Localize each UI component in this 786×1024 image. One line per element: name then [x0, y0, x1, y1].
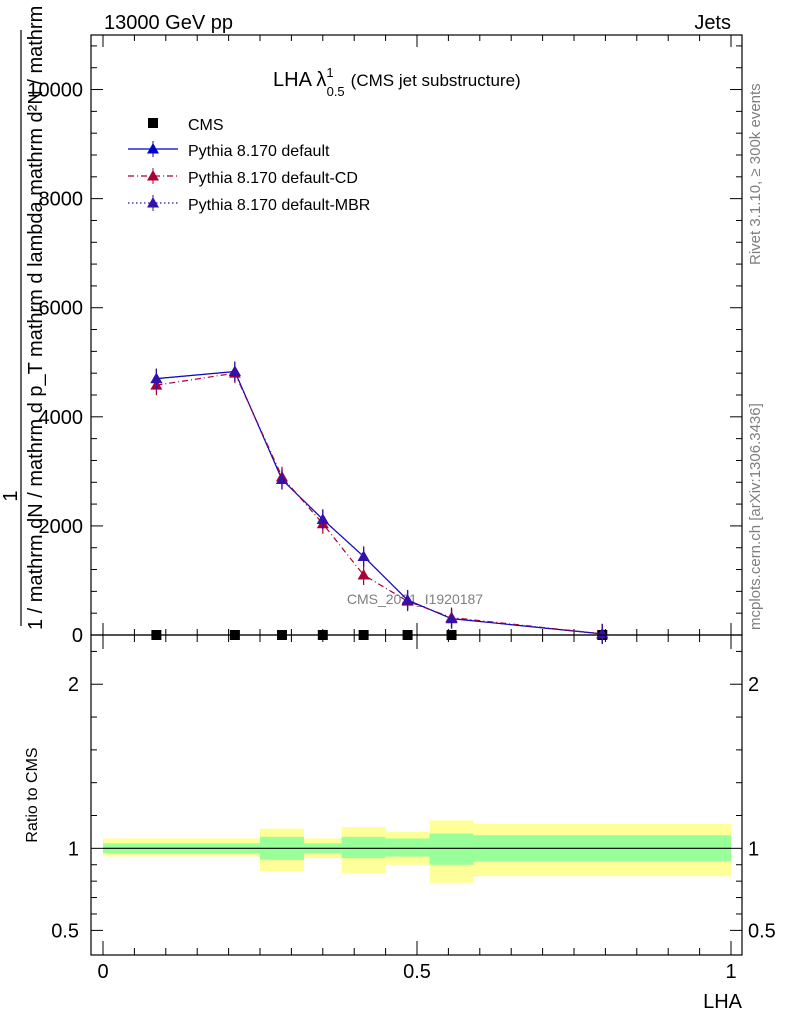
x-tick-label: 0.5 [403, 961, 431, 983]
main-y-tick-label: 4000 [39, 407, 84, 429]
rivet-label: Rivet 3.1.10, ≥ 300k events [747, 83, 764, 265]
plot-title-sup: 1 [326, 65, 333, 80]
legend-label: CMS [188, 117, 224, 134]
legend-label: Pythia 8.170 default-CD [188, 170, 358, 187]
ratio-y-label: Ratio to CMS [24, 747, 41, 842]
x-ticks: 0 0.5 1 [97, 635, 737, 983]
legend-label: Pythia 8.170 default-MBR [188, 197, 370, 214]
main-panel: 0 2000 4000 6000 8000 10000 CMS_2021_I1920187… [27, 34, 743, 647]
ratio-band-green [429, 833, 474, 865]
ratio-y-tick-label-right: 0.5 [748, 920, 776, 942]
ratio-y-tick-label: 1 [68, 838, 79, 860]
analysis-watermark: CMS_2021_I1920187 [347, 591, 483, 607]
main-y-tick-label: 8000 [39, 189, 84, 211]
ratio-y-tick-label: 2 [68, 674, 79, 696]
x-tick-label: 1 [725, 961, 736, 983]
plot-title-rest: (CMS jet substructure) [351, 71, 521, 90]
ratio-panel: 0.5 0.51 12 2 0 0.5 1 Ratio to CMS LHA [24, 634, 776, 1013]
legend-label: Pythia 8.170 default [188, 143, 330, 160]
header-energy: 13000 GeV pp [104, 12, 233, 34]
legend-marker [147, 143, 159, 154]
legend-marker [147, 170, 159, 181]
series-point [357, 569, 370, 580]
series-point [357, 550, 370, 561]
ratio-frame [90, 634, 743, 956]
main-y-tick-label: 10000 [27, 80, 83, 102]
legend: CMS Pythia 8.170 default Pythia 8.170 defa… [128, 117, 370, 214]
plot-title-sub: 0.5 [327, 84, 345, 99]
plot-title: LHA λ1 0.5 (CMS jet substructure) [273, 65, 521, 99]
main-y-tick-label: 6000 [39, 298, 84, 320]
site-label: mcplots.cern.ch [arXiv:1306.3436] [747, 403, 764, 630]
ratio-band-green [385, 838, 430, 857]
x-axis-label: LHA [703, 991, 743, 1013]
series-point [445, 612, 458, 624]
legend-item: Pythia 8.170 default-MBR [128, 195, 370, 214]
series-point [316, 513, 329, 524]
legend-marker [148, 118, 158, 128]
main-y-tick-label: 0 [72, 625, 83, 647]
series-point [228, 365, 241, 377]
ratio-frame-rect [90, 634, 743, 956]
header-process: Jets [694, 12, 731, 34]
ratio-y-tick-label: 0.5 [51, 920, 79, 942]
series-line [156, 370, 603, 635]
series-point [150, 372, 163, 384]
main-y-ticks: 0 2000 4000 6000 8000 10000 [27, 35, 742, 647]
ratio-band-green [341, 836, 386, 859]
x-tick-label: 0 [97, 961, 108, 983]
main-y-label: 1 1 / mathrm dN / mathrm d p_T mathrm d … [0, 0, 47, 630]
main-y-tick-label: 2000 [39, 516, 84, 538]
legend-item: CMS [148, 117, 224, 134]
ratio-y-tick-label-right: 1 [748, 838, 759, 860]
series-line [156, 372, 603, 635]
series-point [275, 473, 288, 485]
ratio-y-tick-label-right: 2 [748, 674, 759, 696]
legend-item: Pythia 8.170 default [128, 141, 330, 160]
ratio-bands [103, 820, 731, 883]
plot-title-main: LHA λ [273, 69, 326, 91]
y-label-numerator: 1 [0, 490, 22, 501]
series-point [401, 594, 414, 605]
legend-marker [147, 197, 159, 208]
legend-item: Pythia 8.170 default-CD [128, 168, 358, 187]
y-label-text: 1 / mathrm dN / mathrm d p_T mathrm d la… [25, 0, 47, 630]
main-series [150, 361, 609, 644]
ratio-y-ticks: 0.5 0.5 1 1 2 2 [51, 650, 776, 942]
